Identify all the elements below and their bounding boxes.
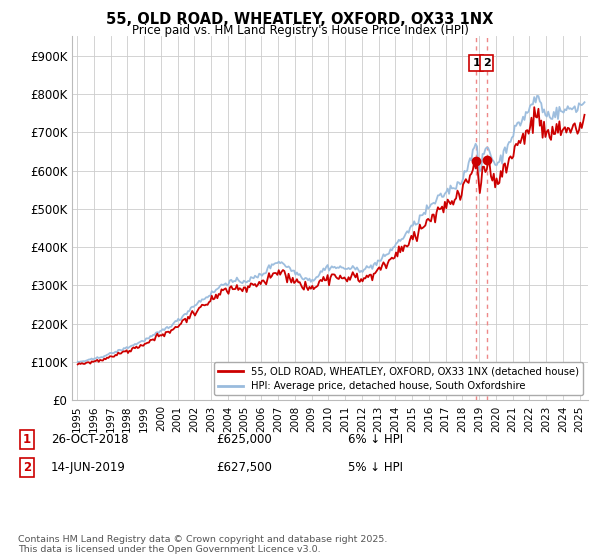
Text: 2: 2: [483, 58, 491, 68]
Text: 26-OCT-2018: 26-OCT-2018: [51, 433, 128, 446]
Text: £627,500: £627,500: [216, 461, 272, 474]
Legend: 55, OLD ROAD, WHEATLEY, OXFORD, OX33 1NX (detached house), HPI: Average price, d: 55, OLD ROAD, WHEATLEY, OXFORD, OX33 1NX…: [214, 362, 583, 395]
Text: Price paid vs. HM Land Registry's House Price Index (HPI): Price paid vs. HM Land Registry's House …: [131, 24, 469, 37]
Text: 6% ↓ HPI: 6% ↓ HPI: [348, 433, 403, 446]
Text: £625,000: £625,000: [216, 433, 272, 446]
Text: 1: 1: [472, 58, 480, 68]
Text: 55, OLD ROAD, WHEATLEY, OXFORD, OX33 1NX: 55, OLD ROAD, WHEATLEY, OXFORD, OX33 1NX: [106, 12, 494, 27]
Text: 2: 2: [23, 461, 31, 474]
Text: 1: 1: [23, 433, 31, 446]
Text: 5% ↓ HPI: 5% ↓ HPI: [348, 461, 403, 474]
Text: 14-JUN-2019: 14-JUN-2019: [51, 461, 126, 474]
Text: Contains HM Land Registry data © Crown copyright and database right 2025.
This d: Contains HM Land Registry data © Crown c…: [18, 535, 388, 554]
